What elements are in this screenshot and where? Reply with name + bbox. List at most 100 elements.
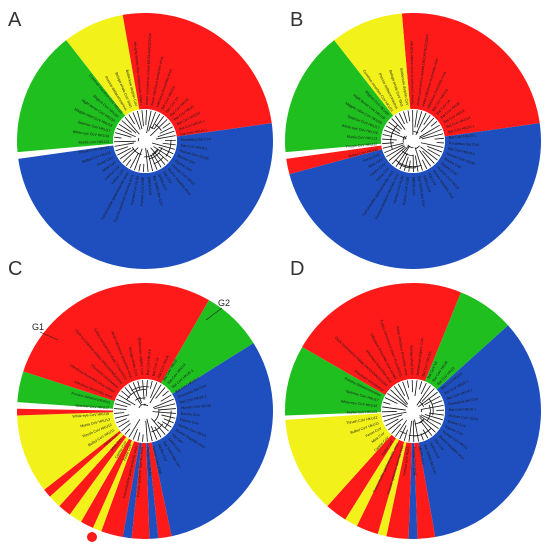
clade-sector: [285, 347, 386, 416]
clade-sector: [122, 12, 272, 137]
leaf-label: Human CoV NL63: [130, 176, 140, 205]
tree-branch: [146, 149, 154, 172]
tree-branch: [395, 419, 408, 437]
clade-sector: [17, 371, 115, 409]
leaf-label: Rousettus bat CoV: [449, 141, 480, 147]
tree-branch: [416, 385, 431, 406]
tree-branch: [128, 114, 135, 125]
leaf-label: Human CoV 229E: [152, 446, 163, 476]
leaf-label: Bat CoV 1A: [151, 357, 159, 377]
tree-branch: [150, 147, 166, 166]
clade-sector: [414, 442, 436, 539]
tree-branch: [116, 418, 127, 424]
leaf-label: SARS-CoV: [422, 175, 432, 194]
tree-branch: [118, 394, 136, 406]
leaf-label: Bulbul CoV HKU11: [348, 147, 378, 158]
g2-pointer-line: [205, 307, 223, 321]
tree-branch: [118, 420, 130, 428]
tree-branch: [155, 135, 176, 140]
leaf-label: Turkey coronavirus virus isolate NJ0-del: [410, 41, 415, 105]
tree-branch: [421, 159, 428, 169]
clade-sector: [302, 283, 461, 395]
tree-branch: [424, 414, 443, 421]
panel-b-label: B: [290, 9, 303, 31]
tree-branch: [149, 384, 162, 404]
panel-b-tree: Turkey coronavirus virus isolate NJ0-del…: [285, 12, 542, 270]
leaf-label: Rat CoV: [162, 171, 173, 185]
tree-branch: [391, 423, 401, 434]
tree-branch: [420, 382, 427, 395]
tree-branch: [382, 406, 406, 411]
tree-branch-arc: [407, 144, 414, 148]
tree-branch: [428, 412, 444, 416]
tree-branch: [151, 142, 175, 150]
tree-branch: [162, 142, 176, 146]
leaf-label: Bat CoV HKU16: [146, 349, 152, 375]
tree-branch: [114, 403, 128, 408]
clade-sector: [151, 343, 273, 537]
tree-branch: [403, 156, 409, 171]
tree-branch: [129, 153, 139, 169]
tree-branch: [125, 159, 132, 166]
leaf-label: Thrush CoV HKU12: [78, 145, 110, 154]
tree-branch: [419, 381, 423, 390]
clade-sector: [289, 123, 542, 270]
tree-branch: [154, 403, 176, 410]
leaf-label: MERS-CoV: [418, 446, 425, 466]
panel-c-label: C: [8, 258, 22, 280]
clade-sector: [18, 123, 274, 269]
tree-branch: [420, 404, 444, 410]
leaf-label: Human CoV OC43: [179, 149, 209, 161]
clade-sector: [424, 292, 509, 390]
tree-branch: [393, 386, 409, 405]
tree-branch: [394, 115, 406, 130]
tree-branch: [423, 114, 431, 126]
clade-sector: [122, 14, 141, 110]
tree-branch: [395, 145, 410, 168]
clade-sector: [418, 325, 541, 538]
tree-branch-arc: [135, 396, 141, 401]
tree-branch: [420, 146, 438, 161]
leaf-label: Avian coronavirus isolate DK/CH/HN/ZZ200…: [145, 33, 153, 105]
panel-c: C Infectious bronchitis virusInfectious …: [8, 258, 273, 542]
tree-branch-arc: [151, 423, 164, 433]
tree-branch: [121, 390, 130, 399]
leaf-label: Ferret CoV: [363, 152, 381, 163]
leaf-label: Munia CoV HKU13: [80, 417, 110, 428]
tree-branch: [158, 146, 174, 155]
tree-branch: [412, 420, 415, 442]
leaf-label: Bat CoV HKU4-1: [449, 133, 476, 139]
tree-branch: [157, 421, 169, 432]
tree-branch: [414, 155, 419, 172]
clade-sector: [49, 432, 124, 507]
leaf-label: Bat CoV HKU9-1: [448, 147, 475, 157]
tree-branch: [382, 142, 394, 145]
leaf-label: Rat CoV: [427, 172, 437, 186]
tree-branch: [388, 146, 406, 161]
leaf-label: MERS-CoV: [147, 177, 153, 196]
tree-branch-arc: [413, 428, 432, 437]
tree-branch: [128, 384, 142, 406]
tree-branch: [388, 418, 404, 431]
tree-branch-arc: [399, 430, 406, 435]
tree-branch: [421, 133, 444, 140]
leaf-label: Munia CoV HKU13: [347, 135, 378, 141]
tree-center-disk: [381, 379, 445, 443]
tree-branch: [420, 414, 442, 425]
leaf-label: Bat CoV 1A: [427, 360, 439, 379]
tree-branch: [161, 414, 176, 419]
tree-branch: [430, 121, 438, 127]
tree-branch: [416, 111, 423, 128]
tree-branch: [427, 146, 443, 153]
tree-branch: [154, 426, 162, 438]
tree-branch: [146, 110, 152, 134]
leaf-label: Human CoV NL63: [146, 447, 152, 476]
tree-branch: [406, 380, 410, 388]
tree-branch: [383, 129, 407, 139]
tree-branch-arc: [143, 404, 149, 407]
clade-sector: [161, 300, 254, 395]
tree-branch: [152, 411, 176, 414]
tree-branch: [153, 146, 172, 159]
